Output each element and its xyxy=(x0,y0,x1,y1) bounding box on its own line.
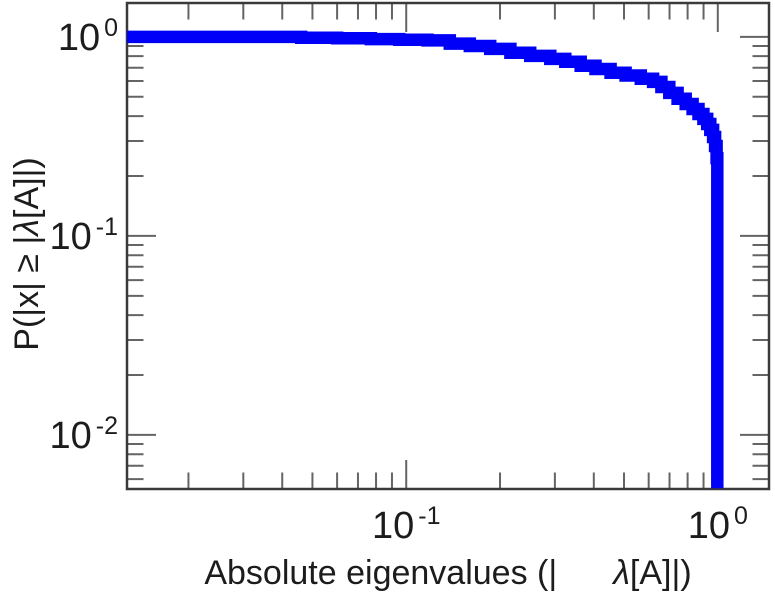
ccdf-curve xyxy=(127,30,724,489)
x-axis-label: Absolute eigenvalues (| λ[A]|) xyxy=(204,553,691,593)
x-axis-label-text-end: [A]|) xyxy=(629,554,692,592)
lambda-symbol: λ xyxy=(8,218,46,236)
tick-exponent: 0 xyxy=(733,502,748,530)
y-axis-label: P(|x| ≥ |λ[A]|) xyxy=(7,157,47,351)
tick-base: 10 xyxy=(49,414,92,457)
tick-exponent: -1 xyxy=(418,502,441,530)
tick-base: 10 xyxy=(57,16,101,59)
y-axis-label-text: P(|x| ≥ | xyxy=(8,235,46,351)
tick-exponent: -1 xyxy=(95,212,118,241)
tick-base: 10 xyxy=(49,215,92,258)
x-tick-label-10e0: 10 0 xyxy=(687,502,748,550)
tick-base: 10 xyxy=(687,505,730,547)
tick-base: 10 xyxy=(371,505,415,547)
lambda-symbol: λ xyxy=(613,554,630,592)
tick-exponent: -2 xyxy=(95,411,118,440)
tick-exponent: 0 xyxy=(104,13,118,42)
x-tick-label-10e-1: 10 -1 xyxy=(371,502,441,550)
y-tick-label-10e-1: 10 -1 xyxy=(49,213,118,261)
y-tick-label-10e0: 10 0 xyxy=(57,14,118,62)
plot-border xyxy=(125,1,771,491)
y-tick-label-10e-2: 10 -2 xyxy=(49,412,118,460)
x-axis-label-text: Absolute eigenvalues (| xyxy=(204,554,558,592)
y-axis-label-text-end: [A]|) xyxy=(8,157,46,219)
